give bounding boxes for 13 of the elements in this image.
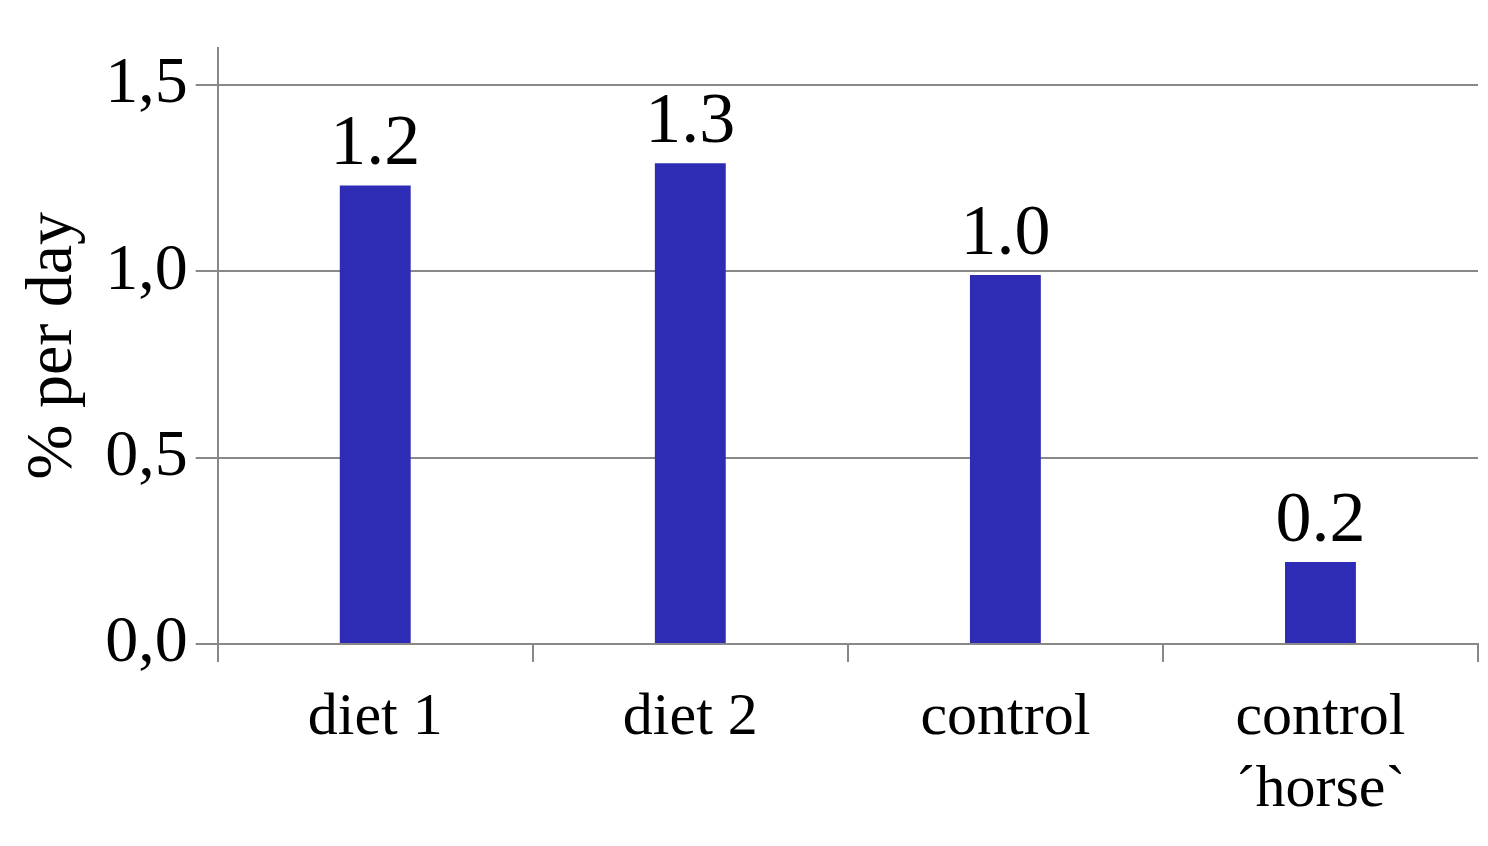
y-tick-label: 0,5 [105,415,188,489]
data-label: 1.2 [330,100,421,181]
y-axis-title: % per day [11,212,85,480]
x-tick-label: control ´horse` [1235,680,1406,819]
data-label: 0.2 [1275,476,1366,557]
data-label: 1.3 [645,78,736,159]
x-tick-label: diet 1 [307,680,443,747]
x-tick-label: control [920,680,1091,747]
x-tick-label: diet 2 [622,680,758,747]
y-tick-label: 0,0 [105,602,188,676]
y-tick-label: 1,0 [105,229,188,303]
data-label: 1.0 [960,189,1051,270]
y-tick-label: 1,5 [105,43,188,117]
